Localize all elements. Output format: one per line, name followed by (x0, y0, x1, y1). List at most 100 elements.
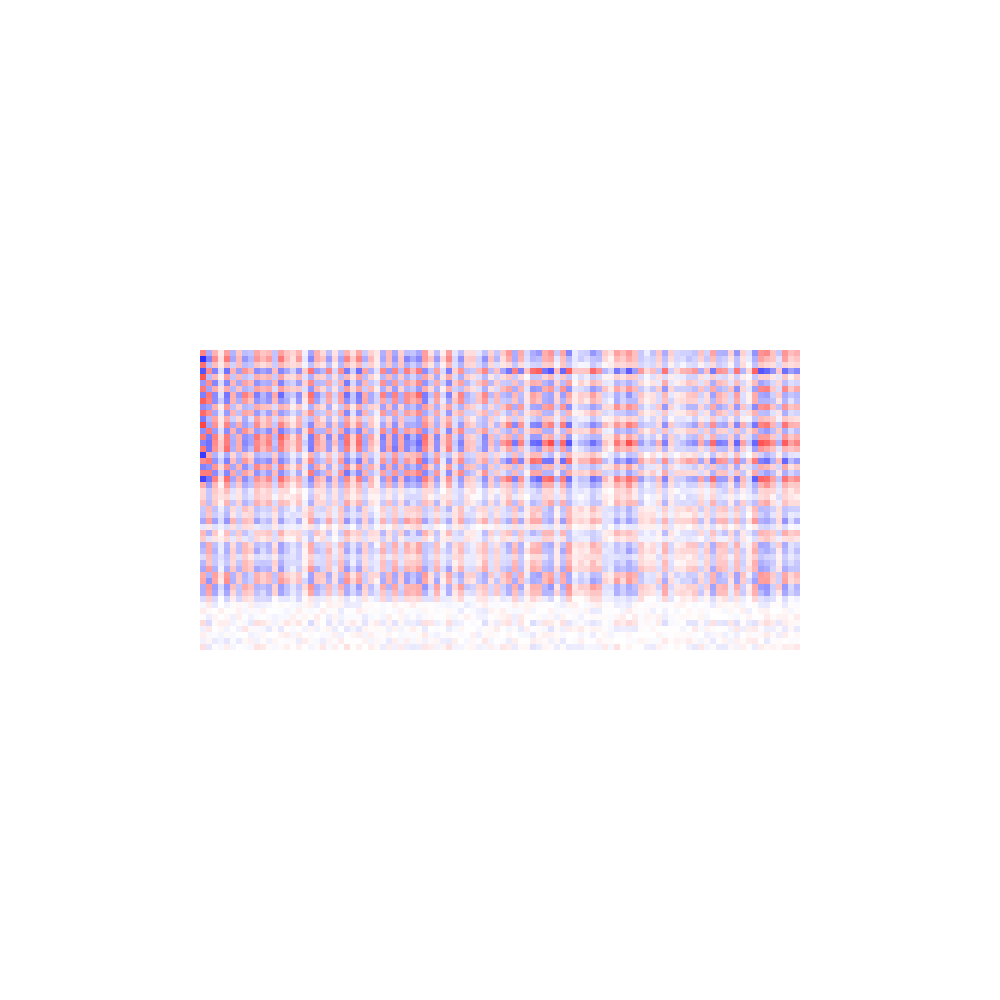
heatmap-cell (644, 512, 651, 519)
heatmap-cell (206, 590, 213, 597)
heatmap-cell (584, 356, 591, 363)
heatmap-cell (584, 542, 591, 549)
heatmap-cell (590, 494, 597, 501)
heatmap-cell (506, 590, 513, 597)
heatmap-cell (590, 578, 597, 585)
heatmap-cell (494, 548, 501, 555)
heatmap-cell (614, 476, 621, 483)
heatmap-cell (230, 410, 237, 417)
heatmap-cell (368, 632, 375, 639)
heatmap-cell (566, 392, 573, 399)
heatmap-cell (422, 578, 429, 585)
heatmap-cell (284, 482, 291, 489)
heatmap-cell (314, 518, 321, 525)
heatmap-cell (512, 578, 519, 585)
heatmap-cell (656, 386, 663, 393)
heatmap-cell (326, 458, 333, 465)
heatmap-cell (446, 530, 453, 537)
heatmap-cell (794, 410, 800, 417)
heatmap-cell (296, 500, 303, 507)
heatmap-cell (272, 464, 279, 471)
heatmap-cell (218, 410, 225, 417)
heatmap-cell (308, 440, 315, 447)
heatmap-cell (362, 602, 369, 609)
heatmap-cell (308, 410, 315, 417)
heatmap-cell (362, 596, 369, 603)
heatmap-cell (608, 374, 615, 381)
heatmap-cell (290, 458, 297, 465)
heatmap-cell (524, 386, 531, 393)
heatmap-cell (218, 350, 225, 357)
heatmap-cell (386, 602, 393, 609)
heatmap-cell (308, 488, 315, 495)
heatmap-cell (320, 614, 327, 621)
heatmap-cell (788, 638, 795, 645)
heatmap-cell (386, 386, 393, 393)
heatmap-cell (680, 488, 687, 495)
heatmap-cell (410, 470, 417, 477)
heatmap-cell (626, 398, 633, 405)
heatmap-cell (446, 626, 453, 633)
heatmap-cell (692, 518, 699, 525)
heatmap-cell (584, 458, 591, 465)
heatmap-cell (572, 410, 579, 417)
heatmap-cell (776, 542, 783, 549)
heatmap-cell (638, 638, 645, 645)
heatmap-cell (470, 608, 477, 615)
heatmap-cell (428, 362, 435, 369)
heatmap-cell (650, 608, 657, 615)
heatmap-cell (422, 542, 429, 549)
heatmap-cell (554, 572, 561, 579)
heatmap-cell (506, 512, 513, 519)
heatmap-cell (722, 374, 729, 381)
heatmap-cell (758, 554, 765, 561)
heatmap-cell (746, 518, 753, 525)
heatmap-cell (380, 434, 387, 441)
heatmap-cell (734, 584, 741, 591)
heatmap-cell (266, 608, 273, 615)
heatmap-cell (608, 422, 615, 429)
heatmap-cell (272, 566, 279, 573)
heatmap-cell (206, 644, 213, 650)
heatmap-cell (404, 632, 411, 639)
heatmap-cell (626, 446, 633, 453)
heatmap-cell (686, 410, 693, 417)
heatmap-cell (668, 446, 675, 453)
heatmap-cell (500, 452, 507, 459)
heatmap-cell (314, 428, 321, 435)
heatmap-cell (602, 518, 609, 525)
heatmap-cell (554, 560, 561, 567)
heatmap-cell (578, 374, 585, 381)
heatmap-cell (752, 560, 759, 567)
heatmap-cell (224, 614, 231, 621)
heatmap-cell (266, 470, 273, 477)
heatmap-cell (794, 536, 800, 543)
heatmap-cell (290, 422, 297, 429)
heatmap-cell (644, 626, 651, 633)
heatmap-cell (338, 458, 345, 465)
heatmap-cell (428, 380, 435, 387)
heatmap-cell (584, 446, 591, 453)
heatmap-cell (326, 626, 333, 633)
heatmap-cell (200, 500, 207, 507)
heatmap-cell (464, 404, 471, 411)
heatmap-cell (308, 566, 315, 573)
heatmap-cell (260, 434, 267, 441)
heatmap-cell (758, 374, 765, 381)
heatmap-cell (266, 632, 273, 639)
heatmap-cell (284, 398, 291, 405)
heatmap-cell (254, 422, 261, 429)
heatmap-cell (494, 356, 501, 363)
heatmap-cell (488, 446, 495, 453)
heatmap-cell (206, 500, 213, 507)
heatmap-cell (758, 494, 765, 501)
heatmap-cell (428, 512, 435, 519)
heatmap-cell (536, 398, 543, 405)
heatmap-cell (428, 530, 435, 537)
heatmap-cell (662, 368, 669, 375)
heatmap-cell (782, 446, 789, 453)
heatmap-cell (668, 590, 675, 597)
heatmap-cell (344, 512, 351, 519)
heatmap-cell (572, 476, 579, 483)
heatmap-cell (740, 626, 747, 633)
